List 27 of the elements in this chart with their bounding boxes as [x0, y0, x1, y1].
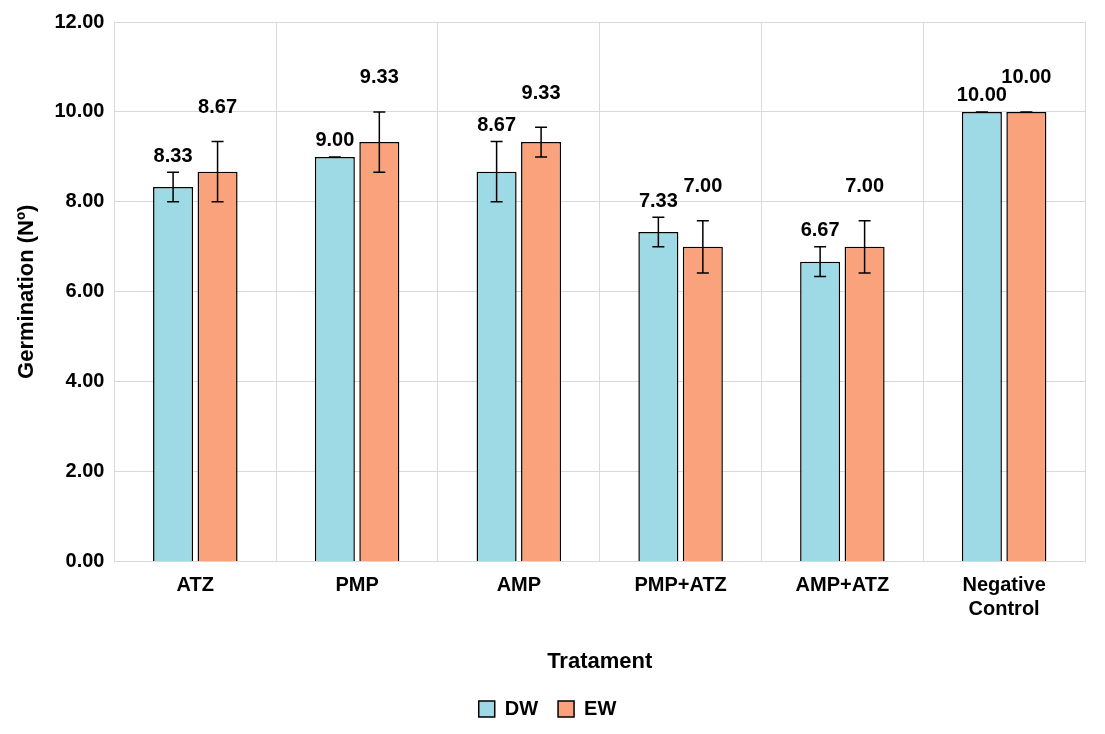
legend-label: EW — [584, 696, 617, 719]
x-tick-label: PMP — [335, 573, 379, 596]
data-label: 9.33 — [359, 65, 399, 88]
data-label: 9.00 — [315, 128, 355, 151]
y-tick-label: 8.00 — [65, 189, 105, 212]
data-label: 7.00 — [683, 174, 723, 197]
data-label: 7.00 — [845, 174, 885, 197]
data-label: 7.33 — [638, 188, 678, 211]
y-tick-label: 2.00 — [65, 459, 105, 482]
legend-label: DW — [504, 696, 539, 719]
data-label: 9.33 — [521, 80, 561, 103]
y-tick-label: 0.00 — [65, 549, 105, 572]
x-tick-label: Negative Control — [962, 573, 1046, 620]
x-axis-title: Tratament — [547, 647, 653, 673]
x-tick-label: AMP — [496, 573, 542, 596]
y-axis-title: Germination (Nº) — [13, 204, 39, 379]
data-label: 8.67 — [477, 113, 517, 136]
y-tick-label: 12.00 — [54, 9, 105, 32]
y-tick-label: 10.00 — [54, 99, 105, 122]
x-tick-label: ATZ — [176, 573, 215, 596]
y-tick-label: 4.00 — [65, 369, 105, 392]
data-label: 6.67 — [800, 218, 840, 241]
data-label: 8.33 — [153, 143, 193, 166]
data-label: 8.67 — [198, 95, 238, 118]
x-tick-label: PMP+ATZ — [634, 573, 727, 596]
x-tick-label: AMP+ATZ — [795, 573, 890, 596]
y-tick-label: 6.00 — [65, 279, 105, 302]
